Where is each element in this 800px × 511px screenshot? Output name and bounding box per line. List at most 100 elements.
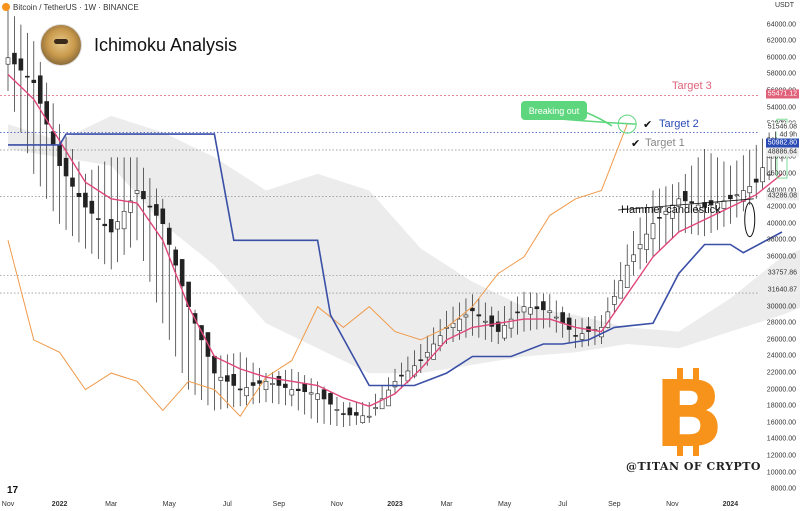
- candle: [102, 223, 108, 227]
- candle: [521, 306, 527, 313]
- candle: [108, 219, 114, 233]
- candle: [12, 52, 17, 65]
- candle: [495, 321, 501, 332]
- price-tick-label: 42000.00: [766, 203, 796, 211]
- candle: [315, 393, 320, 400]
- candle: [57, 144, 62, 166]
- candle: [218, 376, 224, 381]
- time-tick-label: May: [162, 501, 176, 508]
- candle: [553, 316, 559, 319]
- candle: [721, 200, 727, 209]
- candle: [379, 398, 385, 410]
- candle: [70, 177, 75, 187]
- symbol-header[interactable]: Bitcoin / TetherUS · 1W · BINANCE: [0, 0, 139, 14]
- candle: [489, 315, 495, 327]
- price-badge-target2_top: 51546.08: [765, 122, 799, 132]
- candle: [128, 200, 133, 213]
- candle: [263, 381, 269, 390]
- price-badge-countdown: 4d 9h: [777, 130, 799, 140]
- candle: [250, 382, 256, 386]
- candle: [373, 407, 378, 410]
- candle: [728, 194, 733, 200]
- candle: [424, 352, 430, 358]
- kijun-line: [8, 133, 783, 387]
- candle: [463, 314, 469, 318]
- time-tick-label: 2022: [51, 501, 68, 508]
- price-axis[interactable]: 8000.00 10000.00 12000.00 14000.00 16000.00 1…: [758, 0, 800, 498]
- price-tick-label: 60000.00: [766, 54, 796, 62]
- time-tick-label: Jul: [558, 501, 568, 508]
- price-badge-level_31: 31640.87: [765, 285, 799, 295]
- time-tick-label: Sep: [272, 501, 286, 508]
- time-tick-label: 2024: [722, 501, 739, 508]
- candle: [644, 233, 649, 250]
- candle: [341, 413, 346, 415]
- price-tick-label: 8000.00: [770, 485, 796, 493]
- price-tick-label: 24000.00: [766, 352, 796, 360]
- target2-check-icon: ✔: [643, 119, 653, 131]
- candle: [18, 58, 24, 71]
- target1-label: Target 1: [645, 137, 685, 149]
- candle: [392, 381, 398, 388]
- candle: [308, 392, 314, 395]
- breakout-arrow: [584, 111, 613, 127]
- time-tick-label: Mar: [105, 501, 118, 508]
- price-tick-label: 10000.00: [766, 469, 796, 477]
- time-tick-label: 2023: [387, 501, 403, 508]
- candle: [547, 310, 553, 313]
- candle: [154, 204, 159, 216]
- tradingview-logo-icon: 17: [7, 485, 19, 496]
- bitcoin-icon: [2, 3, 10, 11]
- price-badge-level_33: 33757.86: [765, 268, 799, 278]
- candle: [63, 157, 69, 177]
- candle: [173, 249, 178, 266]
- candle: [470, 307, 475, 312]
- price-tick-label: 48000.00: [766, 153, 796, 161]
- hammer-ellipse: [744, 202, 756, 238]
- candle: [399, 374, 404, 377]
- candle: [141, 191, 146, 200]
- price-tick-label: 64000.00: [766, 21, 796, 29]
- candle: [676, 198, 682, 207]
- price-tick-label: 58000.00: [766, 70, 796, 78]
- time-tick-label: Nov: [666, 501, 679, 508]
- candle: [225, 375, 230, 382]
- candle: [302, 383, 308, 393]
- page-title: Ichimoku Analysis: [94, 34, 238, 55]
- price-tick-label: 62000.00: [766, 37, 796, 45]
- bitcoin-logo-icon: B: [655, 368, 723, 458]
- candle: [682, 191, 688, 202]
- tenkan-line: [7, 73, 783, 407]
- candle: [702, 202, 707, 208]
- price-tick-label: 14000.00: [766, 435, 796, 443]
- candle: [289, 389, 295, 396]
- candle: [5, 57, 11, 65]
- price-tick-label: 54000.00: [766, 104, 796, 112]
- candle: [573, 335, 578, 337]
- hammer-pointer: [617, 198, 754, 211]
- candle: [689, 201, 695, 204]
- candle: [508, 318, 514, 329]
- price-tick-label: 46000.00: [766, 170, 796, 178]
- price-tick-label: 20000.00: [766, 386, 796, 394]
- candle: [89, 200, 95, 214]
- candle: [528, 307, 533, 315]
- title-block: Ichimoku Analysis: [40, 24, 237, 66]
- candle: [212, 355, 217, 374]
- candle: [179, 259, 185, 287]
- time-tick-label: Sep: [608, 501, 621, 508]
- candle: [134, 190, 140, 194]
- candle: [611, 296, 617, 305]
- price-badge-target1: 48886.64: [765, 147, 799, 157]
- price-tick-label: 18000.00: [766, 402, 796, 410]
- candle: [695, 204, 701, 211]
- candle: [96, 218, 101, 220]
- time-tick-label: Nov: [330, 501, 344, 508]
- time-axis[interactable]: Nov 2022 Mar May Jul Sep Nov 2023 Mar May Jul Sep No…: [0, 499, 760, 511]
- currency-label: USDT: [774, 2, 794, 9]
- ichimoku-cloud: [8, 115, 800, 374]
- price-badge-target3: 55471.12: [765, 89, 799, 99]
- candle: [753, 178, 759, 183]
- candle: [321, 389, 327, 400]
